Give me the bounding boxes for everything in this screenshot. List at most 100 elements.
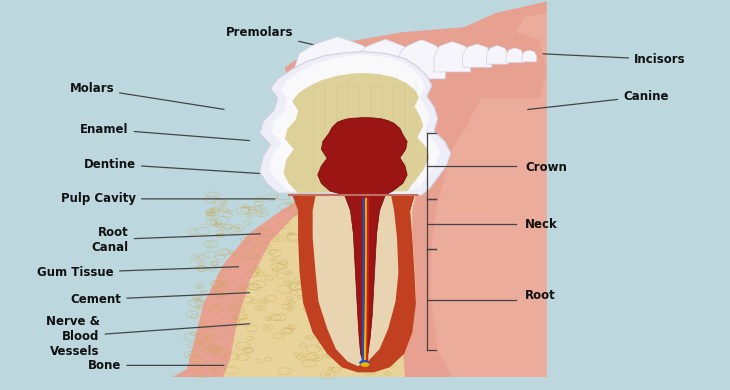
Text: Gum Tissue: Gum Tissue bbox=[37, 266, 239, 279]
Circle shape bbox=[324, 373, 331, 377]
Text: Dentine: Dentine bbox=[84, 158, 261, 174]
Circle shape bbox=[288, 308, 292, 310]
Circle shape bbox=[274, 237, 280, 240]
Circle shape bbox=[290, 203, 294, 205]
Circle shape bbox=[355, 245, 360, 247]
Circle shape bbox=[214, 370, 217, 372]
Circle shape bbox=[196, 298, 201, 301]
Circle shape bbox=[209, 346, 214, 349]
Polygon shape bbox=[172, 187, 409, 377]
Circle shape bbox=[347, 267, 353, 270]
Polygon shape bbox=[486, 46, 508, 64]
Text: Neck: Neck bbox=[525, 218, 558, 230]
Circle shape bbox=[323, 321, 329, 325]
Circle shape bbox=[347, 326, 354, 330]
Circle shape bbox=[218, 293, 223, 296]
Circle shape bbox=[266, 317, 270, 319]
Circle shape bbox=[373, 316, 377, 319]
Circle shape bbox=[372, 329, 378, 332]
Polygon shape bbox=[353, 39, 418, 87]
Text: Canine: Canine bbox=[528, 90, 669, 110]
Circle shape bbox=[272, 259, 275, 261]
Circle shape bbox=[287, 272, 291, 274]
Circle shape bbox=[221, 208, 226, 211]
Text: Cement: Cement bbox=[71, 293, 250, 306]
Circle shape bbox=[326, 253, 333, 256]
Circle shape bbox=[197, 285, 201, 287]
Circle shape bbox=[215, 347, 220, 351]
Circle shape bbox=[350, 353, 353, 355]
Text: Nerve &
Blood
Vessels: Nerve & Blood Vessels bbox=[46, 315, 250, 358]
Polygon shape bbox=[353, 39, 418, 87]
Polygon shape bbox=[293, 37, 382, 94]
Circle shape bbox=[244, 206, 247, 207]
Polygon shape bbox=[283, 73, 429, 193]
Circle shape bbox=[386, 344, 390, 346]
Polygon shape bbox=[312, 196, 399, 366]
Circle shape bbox=[213, 220, 219, 223]
Circle shape bbox=[320, 205, 327, 209]
Circle shape bbox=[255, 266, 258, 268]
Circle shape bbox=[377, 277, 382, 280]
Polygon shape bbox=[269, 55, 440, 191]
Polygon shape bbox=[292, 195, 416, 372]
Circle shape bbox=[239, 287, 245, 290]
Circle shape bbox=[397, 299, 404, 303]
Circle shape bbox=[215, 225, 218, 226]
Circle shape bbox=[234, 226, 241, 230]
Polygon shape bbox=[522, 50, 537, 62]
Polygon shape bbox=[292, 195, 416, 371]
Circle shape bbox=[208, 213, 212, 214]
Circle shape bbox=[330, 368, 333, 369]
Text: Pulp Cavity: Pulp Cavity bbox=[61, 192, 275, 206]
Text: Molars: Molars bbox=[69, 82, 224, 109]
Polygon shape bbox=[462, 44, 491, 67]
Polygon shape bbox=[462, 44, 491, 67]
Circle shape bbox=[391, 286, 399, 290]
Circle shape bbox=[231, 306, 235, 308]
Circle shape bbox=[374, 198, 382, 201]
Circle shape bbox=[393, 256, 399, 259]
Circle shape bbox=[289, 233, 292, 234]
Circle shape bbox=[339, 223, 342, 225]
Circle shape bbox=[335, 349, 339, 351]
Polygon shape bbox=[183, 195, 405, 377]
Circle shape bbox=[212, 209, 215, 211]
Circle shape bbox=[231, 252, 234, 254]
Circle shape bbox=[366, 229, 372, 231]
Circle shape bbox=[200, 323, 204, 326]
Polygon shape bbox=[486, 46, 508, 64]
Circle shape bbox=[247, 215, 251, 216]
Circle shape bbox=[389, 351, 396, 355]
Circle shape bbox=[298, 196, 301, 197]
Polygon shape bbox=[393, 2, 547, 377]
Polygon shape bbox=[434, 42, 470, 72]
Circle shape bbox=[233, 298, 237, 300]
Circle shape bbox=[220, 225, 224, 228]
Circle shape bbox=[329, 353, 336, 357]
Circle shape bbox=[195, 256, 201, 259]
Circle shape bbox=[362, 211, 369, 214]
Circle shape bbox=[286, 281, 291, 283]
Circle shape bbox=[288, 301, 293, 304]
Circle shape bbox=[220, 201, 224, 203]
Circle shape bbox=[304, 296, 307, 298]
Circle shape bbox=[388, 353, 392, 355]
Circle shape bbox=[258, 307, 263, 310]
Circle shape bbox=[393, 287, 399, 290]
Circle shape bbox=[359, 360, 369, 365]
Polygon shape bbox=[397, 40, 446, 79]
Circle shape bbox=[202, 292, 206, 293]
Circle shape bbox=[307, 337, 312, 339]
Circle shape bbox=[210, 367, 215, 369]
Circle shape bbox=[259, 212, 265, 215]
Circle shape bbox=[299, 355, 306, 358]
Circle shape bbox=[393, 232, 401, 236]
Circle shape bbox=[354, 255, 358, 257]
Circle shape bbox=[341, 343, 345, 345]
Text: Enamel: Enamel bbox=[80, 123, 250, 140]
Polygon shape bbox=[431, 13, 547, 377]
Circle shape bbox=[188, 353, 194, 357]
Circle shape bbox=[198, 341, 201, 344]
Circle shape bbox=[372, 332, 375, 334]
